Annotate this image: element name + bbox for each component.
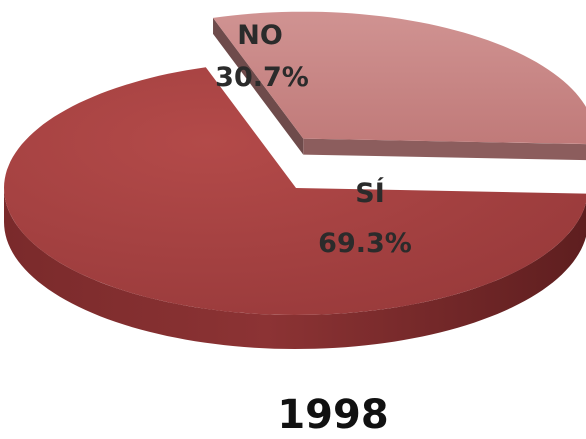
slice-no xyxy=(213,11,586,161)
slice-si-value: 69.3% xyxy=(318,228,412,259)
slice-si xyxy=(4,67,586,349)
slice-no-value: 30.7% xyxy=(215,62,309,93)
slice-si-label: SÍ xyxy=(355,177,385,209)
chart-title: 1998 xyxy=(277,392,388,438)
slice-si-top xyxy=(4,67,586,315)
slice-no-label: NO xyxy=(237,20,283,51)
slice-no-wall-left xyxy=(213,17,304,155)
slice-si-side xyxy=(4,188,586,349)
slice-no-wall-right xyxy=(303,138,586,161)
slice-no-top xyxy=(213,11,586,145)
